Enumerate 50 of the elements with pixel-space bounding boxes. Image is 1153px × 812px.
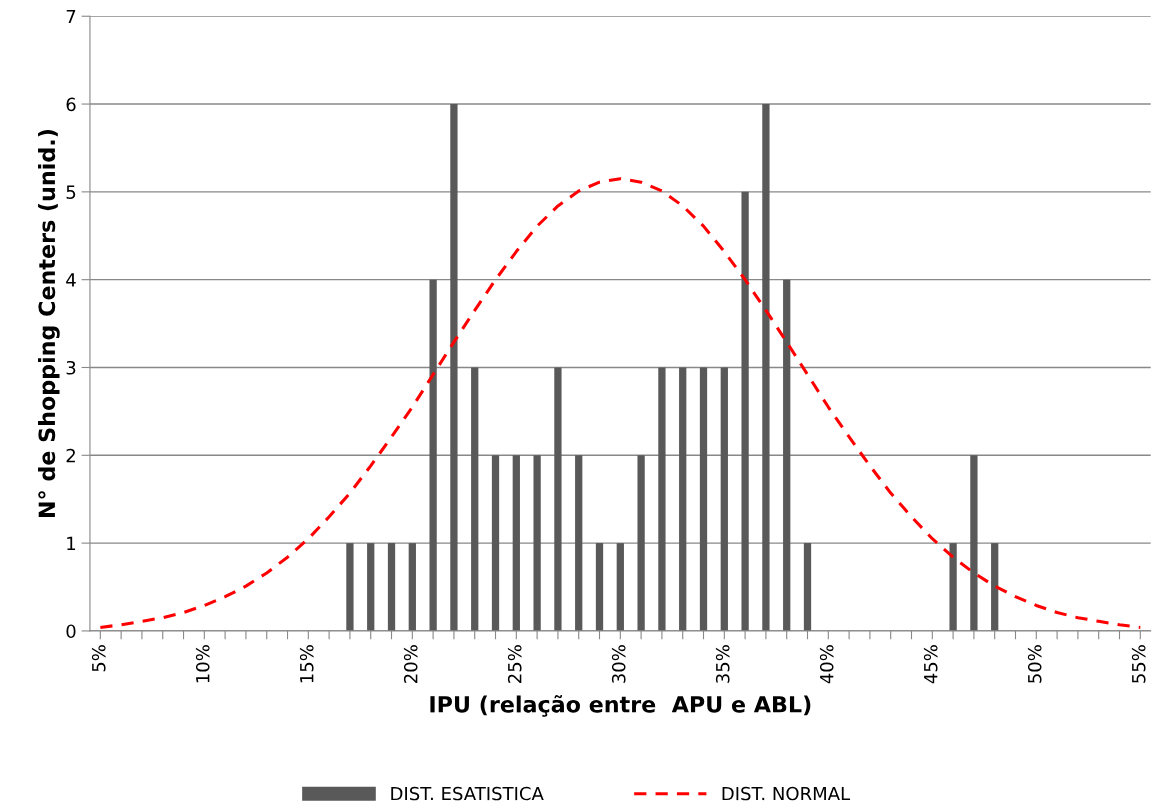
y-axis-title: N° de Shopping Centers (unid.) bbox=[38, 130, 60, 517]
y-tick-label: 2 bbox=[66, 448, 75, 463]
bar bbox=[346, 543, 354, 631]
bar bbox=[387, 543, 396, 631]
bar bbox=[429, 279, 437, 631]
bar bbox=[679, 367, 687, 631]
line-series bbox=[98, 177, 1142, 629]
x-tick-label: 45% bbox=[923, 645, 938, 684]
y-tick-label: 3 bbox=[66, 360, 76, 375]
y-tick-label: 6 bbox=[66, 97, 76, 112]
x-tick-label: 20% bbox=[403, 645, 418, 683]
bar bbox=[991, 543, 999, 631]
bar bbox=[762, 104, 770, 631]
bar bbox=[803, 543, 812, 631]
x-tick-label: 40% bbox=[819, 645, 834, 684]
bar bbox=[970, 455, 978, 631]
x-tick-label: 15% bbox=[299, 645, 314, 683]
x-axis-title: IPU (relação entre APU e ABL) bbox=[430, 695, 811, 717]
legend-label: DIST. ESATISTICA bbox=[391, 786, 544, 801]
bar bbox=[575, 455, 583, 631]
x-tick-label: 25% bbox=[507, 645, 522, 683]
y-tick-label: 1 bbox=[67, 536, 76, 550]
bar bbox=[512, 455, 520, 631]
bar bbox=[533, 455, 541, 631]
bar bbox=[949, 543, 957, 631]
bar bbox=[616, 543, 624, 631]
bar bbox=[450, 104, 458, 631]
bar bbox=[595, 543, 604, 631]
x-tick-label: 50% bbox=[1027, 645, 1042, 683]
bar bbox=[637, 455, 645, 631]
y-tick-label: 4 bbox=[66, 273, 76, 287]
bar bbox=[720, 367, 728, 631]
bar bbox=[408, 543, 416, 631]
bar bbox=[367, 543, 375, 631]
bar bbox=[658, 367, 666, 631]
x-tick-label: 30% bbox=[611, 645, 626, 683]
x-tick-label: 55% bbox=[1131, 645, 1146, 683]
legend-label: DIST. NORMAL bbox=[722, 786, 851, 801]
x-tick-label: 10% bbox=[195, 645, 210, 683]
bar bbox=[741, 191, 749, 631]
x-tick-label: 5% bbox=[91, 645, 106, 672]
y-tick-label: 0 bbox=[66, 624, 76, 639]
bar bbox=[699, 367, 708, 631]
bar bbox=[491, 455, 500, 631]
bar bbox=[471, 367, 479, 631]
y-tick-label: 7 bbox=[66, 9, 76, 24]
bar bbox=[554, 367, 562, 631]
x-tick-label: 35% bbox=[715, 645, 730, 683]
y-tick-label: 5 bbox=[66, 185, 76, 199]
bar bbox=[783, 279, 791, 631]
